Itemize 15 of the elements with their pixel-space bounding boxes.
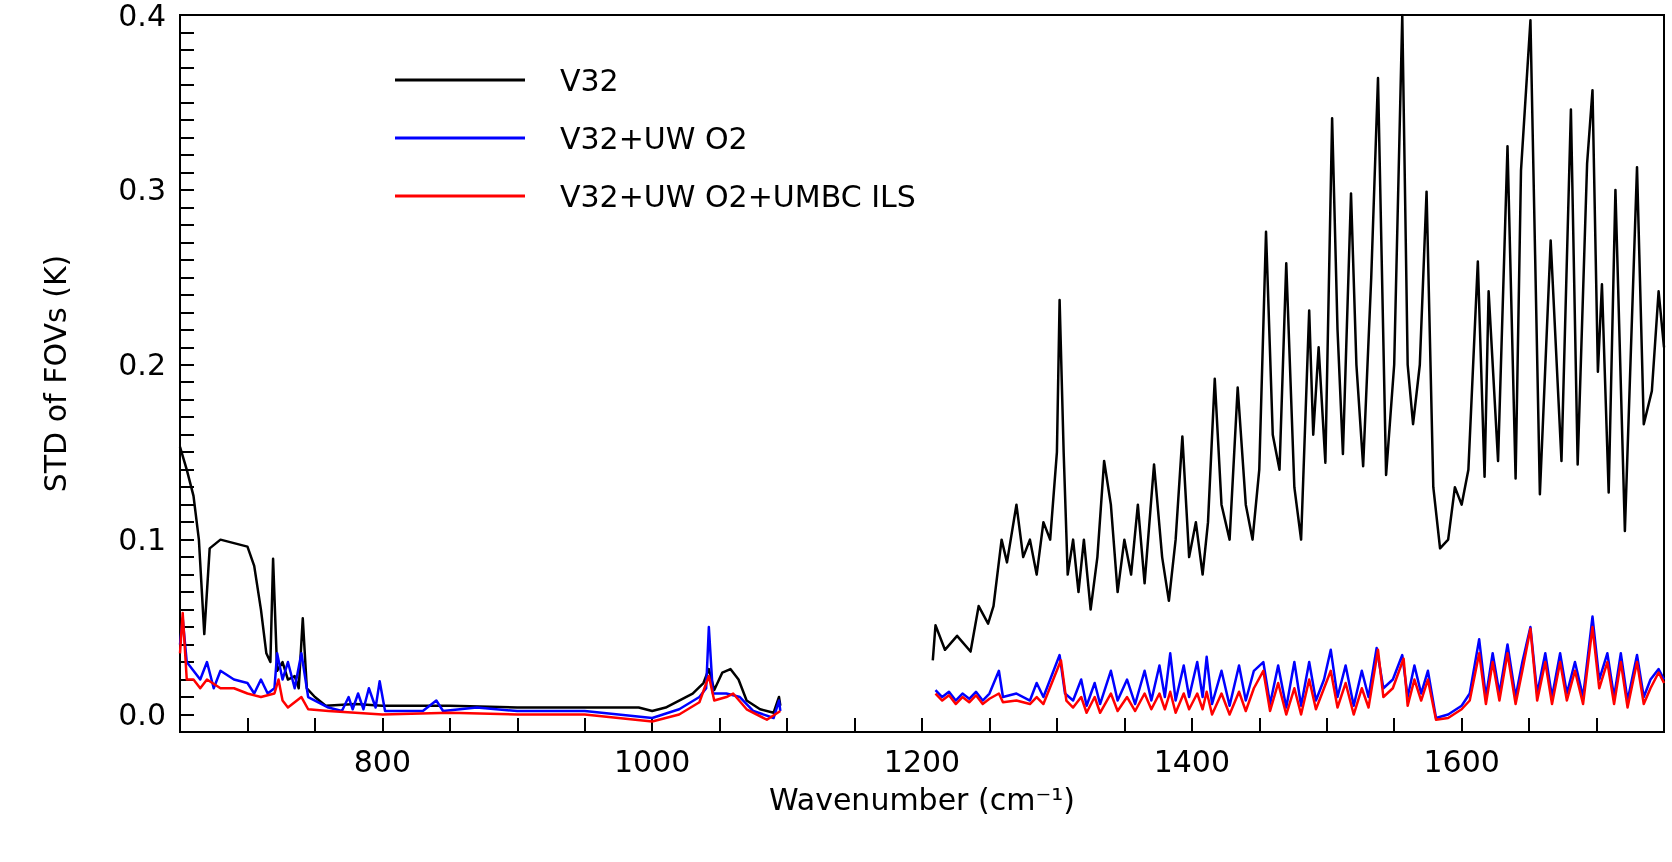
x-tick-label: 1200	[883, 743, 961, 779]
x-tick-label: 1000	[614, 743, 691, 779]
legend-label: V32+UW O2	[560, 120, 748, 156]
y-tick-label: 0.0	[118, 697, 166, 733]
y-tick-label: 0.4	[118, 0, 166, 33]
x-tick-label: 800	[353, 743, 411, 779]
x-tick-label: 1600	[1423, 743, 1500, 779]
y-tick-label: 0.3	[118, 172, 166, 208]
legend-label: V32	[560, 62, 619, 98]
y-axis-title: STD of FOVs (K)	[37, 254, 73, 493]
x-axis-title: Wavenumber (cm⁻¹)	[769, 781, 1075, 817]
y-tick-label: 0.2	[118, 347, 166, 383]
legend-label: V32+UW O2+UMBC ILS	[560, 178, 916, 214]
x-tick-label: 1400	[1153, 743, 1230, 779]
y-tick-label: 0.1	[118, 522, 166, 558]
